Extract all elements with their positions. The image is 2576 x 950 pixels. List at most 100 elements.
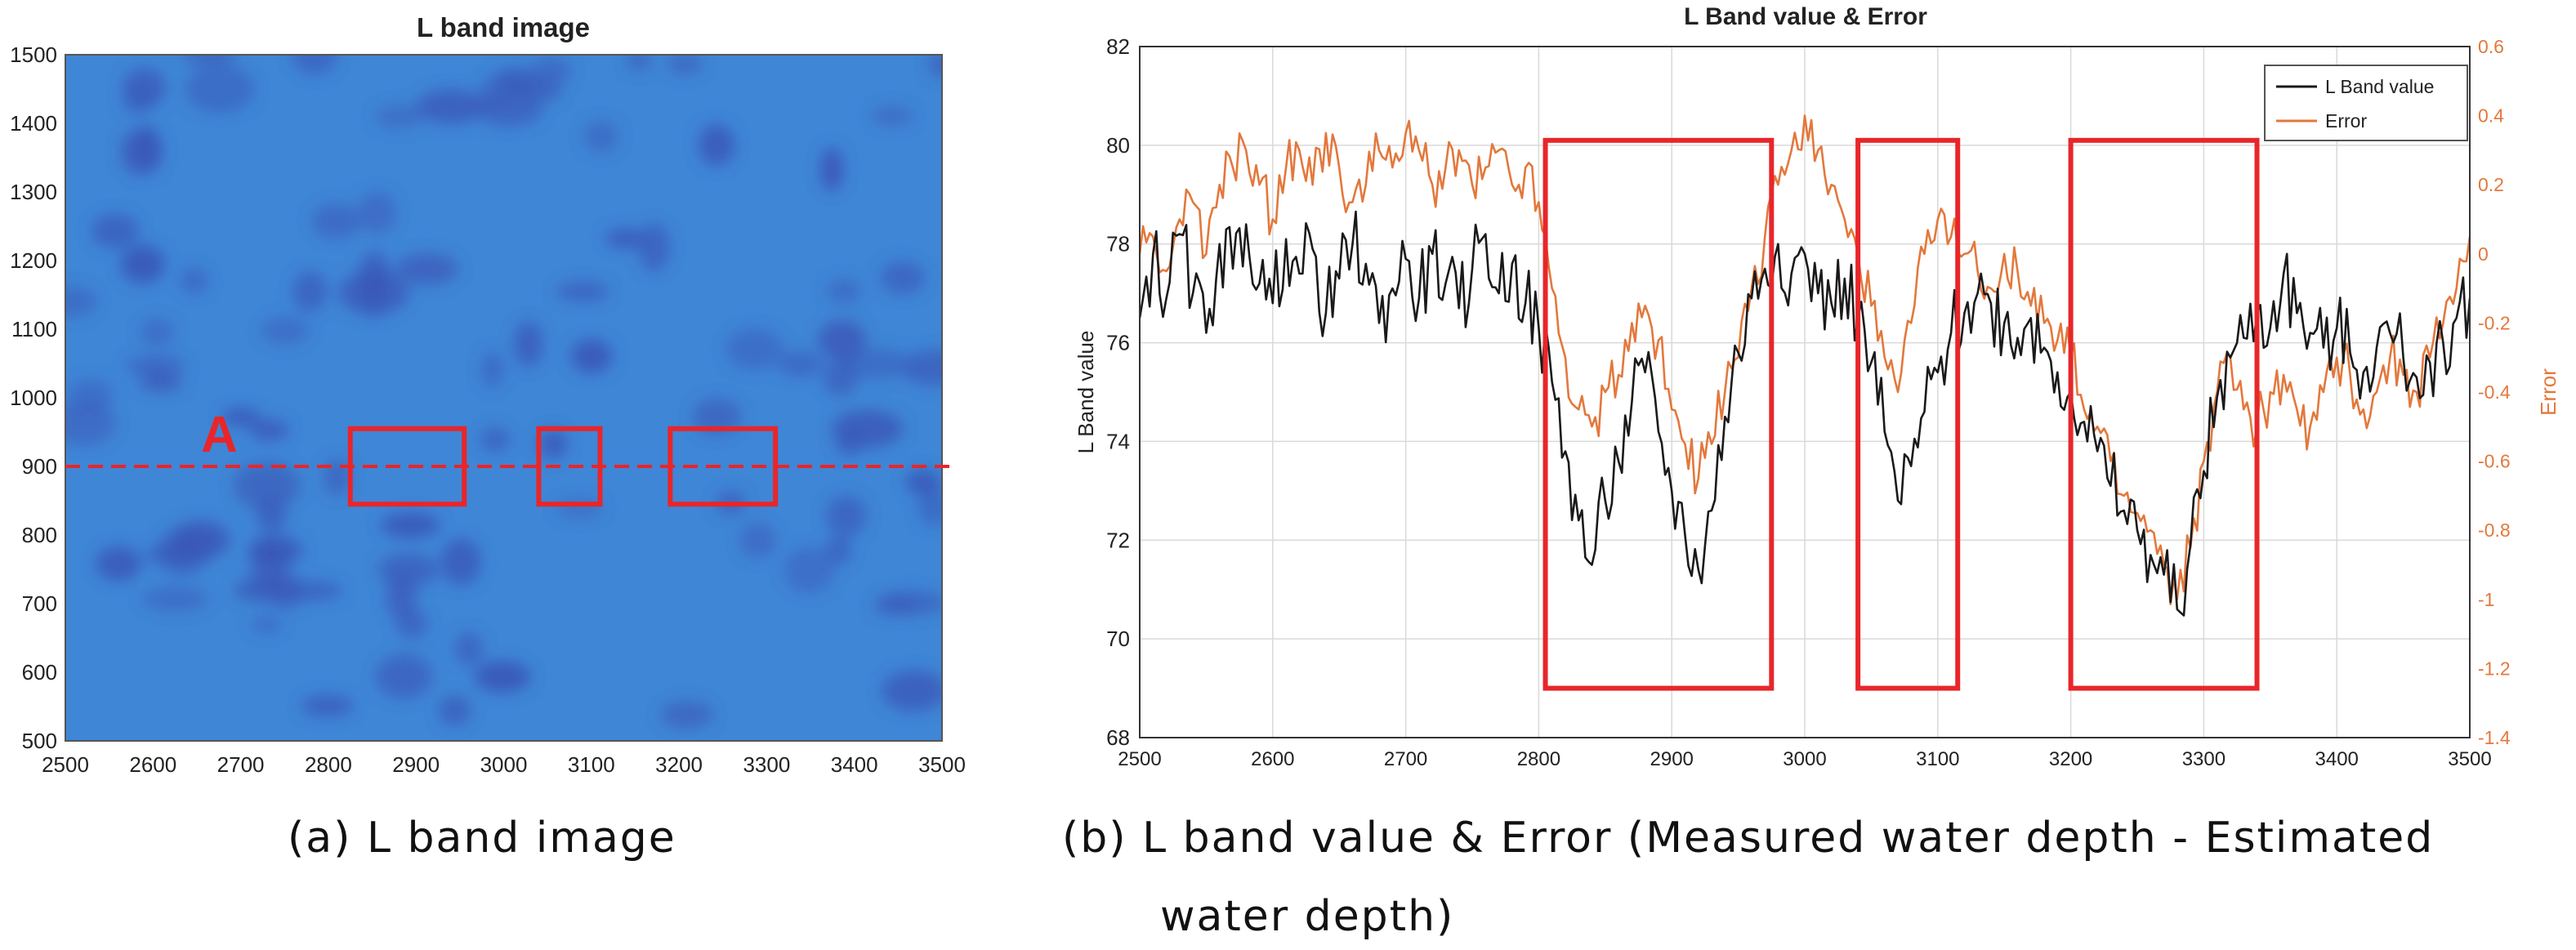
y2-tick-label: -1 bbox=[2478, 589, 2494, 610]
x-tick-label: 3200 bbox=[2049, 748, 2092, 770]
image-patch bbox=[292, 55, 337, 75]
image-highlight-box bbox=[667, 426, 779, 507]
image-patch bbox=[900, 350, 942, 386]
x-tick-label: 3300 bbox=[2182, 748, 2226, 770]
image-patch bbox=[248, 535, 303, 565]
image-patch bbox=[234, 578, 292, 602]
image-patch bbox=[480, 350, 504, 388]
image-patch bbox=[514, 321, 543, 368]
image-y-axis: 500 600 700 800 900 1000 1100 1200 1300 1400 1500 bbox=[10, 42, 57, 753]
image-patch bbox=[882, 670, 942, 711]
image-patch bbox=[185, 65, 255, 114]
x-tick-label: 2500 bbox=[1118, 748, 1161, 770]
image-patch bbox=[784, 546, 835, 594]
image-patch bbox=[416, 89, 487, 124]
y-tick-label: 800 bbox=[22, 523, 57, 547]
x-tick-label: 3200 bbox=[655, 752, 703, 777]
image-patch bbox=[928, 55, 942, 77]
chart-y-axis-right: -1.4 -1.2 -1 -0.8 -0.6 -0.4 -0.2 0 0.2 0.4 0.6 bbox=[2478, 36, 2511, 748]
y2-tick-label: -0.2 bbox=[2478, 312, 2511, 333]
y-tick-label: 78 bbox=[1106, 232, 1130, 256]
image-patch bbox=[826, 279, 862, 304]
x-tick-label: 3000 bbox=[1783, 748, 1826, 770]
image-patch bbox=[480, 427, 510, 452]
image-patch bbox=[699, 124, 735, 167]
image-patch bbox=[570, 339, 613, 374]
image-patch bbox=[136, 126, 160, 167]
chart-highlight-box bbox=[2068, 137, 2260, 691]
legend-label-error: Error bbox=[2325, 110, 2367, 132]
y-tick-label: 72 bbox=[1106, 528, 1130, 552]
y2-tick-label: -1.2 bbox=[2478, 658, 2511, 679]
image-patch bbox=[454, 632, 484, 666]
x-tick-label: 2800 bbox=[305, 752, 352, 777]
caption-a: (a) L band image bbox=[288, 814, 676, 863]
panel-b-line-chart: L Band value & Error 2500 2600 2700 2800 290… bbox=[1074, 3, 2560, 770]
image-patch bbox=[126, 356, 186, 376]
y-tick-label: 1200 bbox=[10, 248, 57, 273]
x-tick-label: 3500 bbox=[2448, 748, 2491, 770]
y-tick-label: 76 bbox=[1106, 331, 1130, 355]
series-line-l-band-value bbox=[1140, 210, 2470, 617]
y2-tick-label: -1.4 bbox=[2478, 727, 2511, 748]
image-highlight-box bbox=[536, 426, 603, 507]
x-tick-label: 3400 bbox=[831, 752, 878, 777]
image-patch bbox=[122, 88, 154, 115]
image-patch bbox=[180, 266, 209, 295]
image-title: L band image bbox=[417, 12, 590, 42]
image-patch bbox=[65, 401, 116, 446]
y-tick-label: 74 bbox=[1106, 429, 1130, 453]
plot-series bbox=[1140, 114, 2470, 617]
y2-axis-label: Error bbox=[2536, 368, 2560, 416]
x-tick-label: 3400 bbox=[2315, 748, 2359, 770]
chart-y-axis-left: 68 70 72 74 76 78 80 82 bbox=[1106, 34, 1130, 750]
image-patch bbox=[358, 191, 396, 234]
y-tick-label: 600 bbox=[22, 660, 57, 685]
image-patch bbox=[627, 55, 651, 72]
x-tick-label: 3100 bbox=[568, 752, 615, 777]
plot-frame bbox=[1139, 46, 2471, 738]
chart-x-axis: 2500 2600 2700 2800 2900 3000 3100 3200 3300 3400… bbox=[1118, 748, 2491, 770]
chart-highlight-box bbox=[1542, 137, 1775, 691]
x-tick-label: 3500 bbox=[918, 752, 966, 777]
y2-tick-label: 0.6 bbox=[2478, 36, 2504, 57]
x-tick-label: 2700 bbox=[217, 752, 265, 777]
image-patch bbox=[905, 470, 941, 494]
image-patch bbox=[251, 615, 283, 634]
y-tick-label: 1400 bbox=[10, 111, 57, 136]
y2-tick-label: 0.4 bbox=[2478, 105, 2504, 127]
image-patch bbox=[818, 320, 866, 360]
y2-tick-label: -0.8 bbox=[2478, 520, 2511, 541]
y-tick-label: 1000 bbox=[10, 386, 57, 410]
image-patch bbox=[375, 653, 433, 699]
image-patch bbox=[474, 661, 531, 693]
image-patch bbox=[826, 495, 867, 537]
y2-tick-label: -0.6 bbox=[2478, 451, 2511, 472]
image-patch bbox=[377, 553, 440, 587]
x-tick-label: 2800 bbox=[1517, 748, 1560, 770]
y2-tick-label: 0 bbox=[2478, 243, 2489, 265]
legend-label-l-band: L Band value bbox=[2325, 76, 2434, 97]
image-patch bbox=[139, 374, 183, 391]
image-patch bbox=[538, 429, 568, 459]
image-frame bbox=[65, 54, 943, 742]
image-patch bbox=[92, 214, 139, 248]
image-patch bbox=[249, 419, 289, 441]
image-patch bbox=[221, 408, 261, 426]
image-patch bbox=[182, 55, 237, 65]
image-patch bbox=[374, 105, 423, 129]
y-tick-label: 1300 bbox=[10, 180, 57, 204]
chart-highlight-boxes bbox=[1542, 137, 2260, 691]
image-patch bbox=[338, 271, 409, 314]
image-patch bbox=[638, 223, 671, 272]
image-highlight-box bbox=[347, 426, 467, 507]
profile-marker-label: A bbox=[201, 407, 238, 463]
image-patch bbox=[438, 695, 471, 726]
image-patch bbox=[292, 271, 328, 312]
y-tick-label: 700 bbox=[22, 591, 57, 616]
image-patch bbox=[157, 527, 209, 576]
image-x-axis: 2500 2600 2700 2800 2900 3000 3100 3200 3300 3400… bbox=[42, 752, 966, 777]
image-patch bbox=[918, 487, 942, 526]
image-patch bbox=[532, 57, 571, 86]
